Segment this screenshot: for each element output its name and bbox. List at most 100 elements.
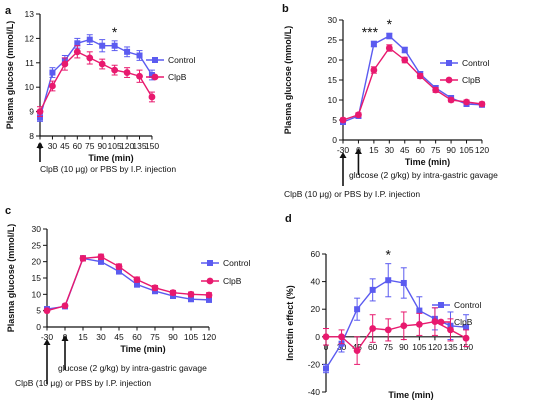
data-point-circle: [79, 255, 87, 262]
legend-label: ClpB: [223, 276, 242, 286]
legend-marker-square: [438, 302, 444, 308]
series-line: [39, 50, 153, 112]
y-tick-label: 20: [32, 257, 42, 267]
x-axis-label: Time (min): [388, 390, 433, 400]
injection-annotation: glucose (2 g/kg) by intra-gastric gavage: [349, 170, 498, 180]
significance-star: *: [386, 247, 392, 263]
x-tick-label: 90: [168, 332, 178, 342]
x-tick-label: 90: [97, 141, 107, 151]
legend-label: Control: [223, 258, 251, 268]
data-point-square: [400, 279, 407, 286]
data-point-square: [416, 307, 423, 314]
y-tick-label: 15: [32, 273, 42, 283]
panel-label: b: [282, 3, 289, 15]
x-tick-label: 0: [324, 342, 329, 352]
series-control: [44, 255, 212, 313]
y-tick-label: 10: [32, 289, 42, 299]
injection-arrow-head: [61, 335, 69, 341]
data-point-circle: [447, 96, 455, 104]
x-tick-label: 60: [368, 342, 378, 352]
series-line: [342, 46, 483, 121]
legend-marker-square: [152, 57, 158, 63]
data-point-circle: [169, 289, 177, 297]
x-tick-label: 135: [443, 342, 457, 352]
data-point-circle: [463, 98, 470, 106]
y-tick-label: 30: [328, 15, 338, 25]
y-tick-label: 5: [332, 115, 337, 125]
data-point-circle: [400, 322, 408, 330]
x-tick-label: 90: [399, 342, 409, 352]
x-tick-label: 120: [202, 332, 216, 342]
y-tick-label: 10: [328, 95, 338, 105]
data-point-circle: [61, 60, 69, 68]
series-clpb: [322, 307, 470, 365]
data-point-square: [463, 324, 470, 331]
data-point-circle: [43, 307, 51, 315]
data-point-circle: [355, 111, 362, 119]
significance-star: ***: [362, 24, 379, 40]
data-point-circle: [115, 263, 123, 270]
significance-star: *: [387, 16, 393, 32]
x-tick-label: 15: [78, 332, 88, 342]
panel-label: a: [5, 5, 12, 17]
x-tick-label: 30: [96, 332, 106, 342]
legend-label: Control: [462, 58, 490, 68]
data-point-circle: [111, 66, 119, 74]
series-clpb: [339, 44, 486, 124]
panel-label: d: [285, 213, 292, 225]
y-tick-label: 0: [36, 322, 41, 332]
x-tick-label: 60: [73, 141, 83, 151]
data-point-circle: [49, 82, 56, 90]
x-tick-label: 75: [431, 145, 441, 155]
y-tick-label: 0: [332, 135, 337, 145]
data-point-circle: [148, 93, 156, 101]
legend-label: Control: [168, 55, 196, 65]
data-point-square: [148, 72, 155, 78]
panel-b: b051015202530-300153045607590105120Time …: [282, 3, 498, 199]
x-tick-label: 120: [428, 342, 442, 352]
data-point-square: [98, 258, 104, 265]
data-point-circle: [322, 333, 330, 341]
x-tick-label: 105: [184, 332, 198, 342]
x-tick-label: -30: [337, 145, 350, 155]
x-tick-label: 45: [400, 145, 410, 155]
data-point-square: [188, 296, 194, 303]
injection-annotation: ClpB (10 μg) or PBS by I.P. injection: [284, 189, 420, 199]
y-tick-label: -20: [308, 359, 321, 369]
legend: Control ClpB: [432, 300, 482, 327]
panel-a: a891011121303045607590105120135150Time (…: [5, 5, 196, 174]
y-tick-label: 15: [328, 75, 338, 85]
y-tick-label: 25: [32, 240, 42, 250]
legend-marker-square: [207, 260, 213, 266]
data-point-circle: [61, 302, 69, 310]
panel-d: d-40-20020406003045607590105120135150Tim…: [285, 213, 482, 400]
x-tick-label: 30: [48, 141, 58, 151]
y-tick-label: 8: [29, 131, 34, 141]
data-point-circle: [136, 72, 143, 80]
x-tick-label: 15: [369, 145, 379, 155]
x-tick-label: 150: [145, 141, 159, 151]
x-tick-label: 135: [132, 141, 146, 151]
data-point-circle: [462, 334, 470, 342]
y-tick-label: 9: [29, 107, 34, 117]
data-point-square: [74, 40, 81, 47]
data-point-circle: [478, 100, 486, 108]
injection-annotation: glucose (2 g/kg) by intra-gastric gavage: [58, 363, 207, 373]
data-point-circle: [432, 86, 440, 94]
data-point-circle: [187, 290, 195, 298]
data-point-square: [385, 277, 392, 284]
series-line: [39, 38, 153, 118]
data-point-square: [86, 36, 93, 43]
x-tick-label: 45: [60, 141, 70, 151]
data-point-square: [354, 306, 361, 313]
data-point-square: [323, 365, 329, 372]
y-axis-label: Plasma glucose (mmol/L): [5, 21, 15, 130]
injection-annotation: ClpB (10 μg) or PBS by I.P. injection: [40, 164, 176, 174]
y-tick-label: 10: [25, 82, 35, 92]
data-point-square: [134, 281, 140, 288]
data-point-circle: [133, 276, 141, 284]
data-point-square: [369, 286, 376, 293]
legend-label: Control: [454, 300, 482, 310]
significance-star: *: [112, 24, 118, 40]
